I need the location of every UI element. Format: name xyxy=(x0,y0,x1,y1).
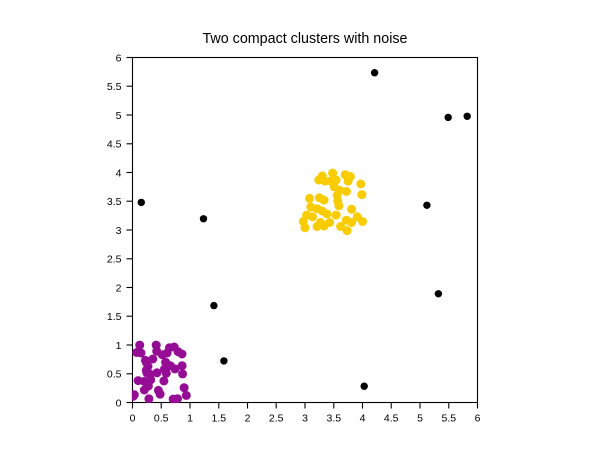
svg-text:2.5: 2.5 xyxy=(269,413,284,425)
svg-text:0.5: 0.5 xyxy=(154,413,169,425)
svg-text:4.5: 4.5 xyxy=(107,139,122,151)
svg-text:3.5: 3.5 xyxy=(107,196,122,208)
svg-text:Two compact clusters with nois: Two compact clusters with noise xyxy=(202,31,407,47)
svg-text:0.5: 0.5 xyxy=(107,369,122,381)
svg-text:6: 6 xyxy=(116,52,122,64)
svg-text:5.5: 5.5 xyxy=(441,413,456,425)
svg-text:0: 0 xyxy=(116,397,122,409)
svg-text:2: 2 xyxy=(116,282,122,294)
svg-text:1: 1 xyxy=(116,340,122,352)
svg-text:0: 0 xyxy=(130,413,136,425)
svg-text:1: 1 xyxy=(187,413,193,425)
svg-text:4: 4 xyxy=(360,413,366,425)
svg-text:2.5: 2.5 xyxy=(107,254,122,266)
svg-text:5: 5 xyxy=(417,413,423,425)
svg-text:1.5: 1.5 xyxy=(107,311,122,323)
svg-text:1.5: 1.5 xyxy=(211,413,226,425)
svg-text:3.5: 3.5 xyxy=(326,413,341,425)
svg-text:5.5: 5.5 xyxy=(107,81,122,93)
svg-text:2: 2 xyxy=(245,413,251,425)
svg-text:5: 5 xyxy=(116,110,122,122)
svg-text:3: 3 xyxy=(116,225,122,237)
svg-text:6: 6 xyxy=(475,413,481,425)
svg-text:3: 3 xyxy=(302,413,308,425)
svg-text:4.5: 4.5 xyxy=(384,413,399,425)
svg-text:4: 4 xyxy=(116,167,122,179)
